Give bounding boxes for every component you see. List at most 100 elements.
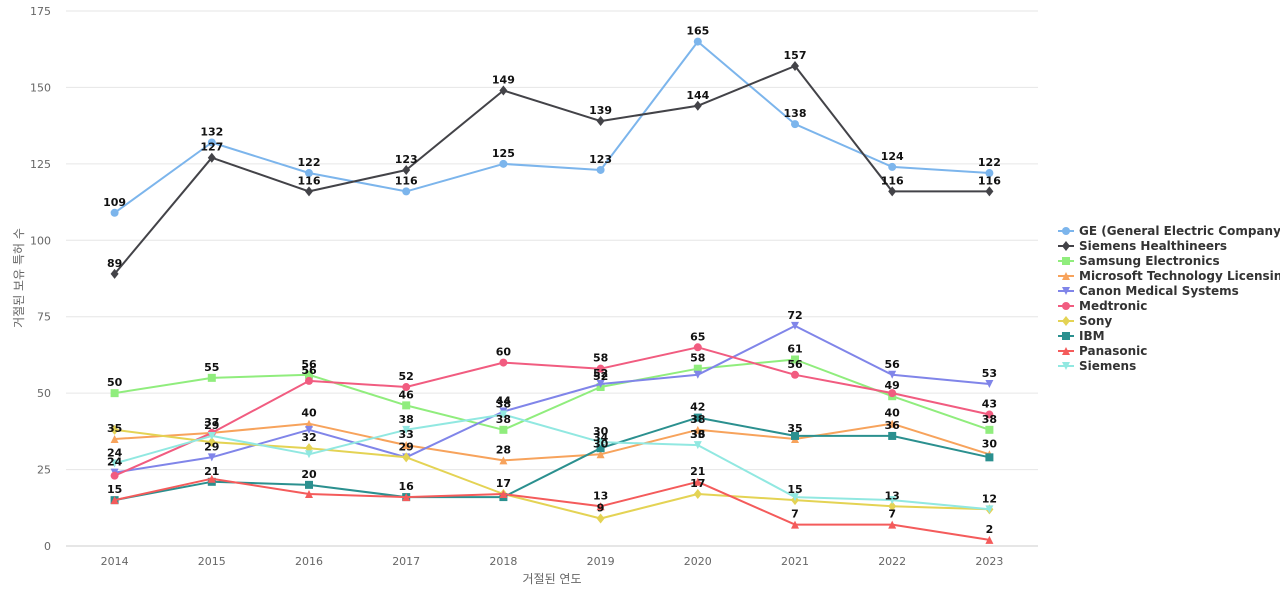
data-point: [888, 501, 897, 512]
data-label: 16: [399, 480, 415, 493]
data-point: [596, 502, 605, 511]
data-point: [110, 459, 119, 468]
data-point: [305, 425, 313, 434]
data-point: [693, 37, 702, 46]
legend-item: Canon Medical Systems: [1058, 284, 1239, 298]
legend-marker: [1062, 272, 1070, 280]
data-point: [499, 85, 508, 96]
legend-marker: [1062, 227, 1070, 235]
data-point: [693, 425, 702, 434]
data-point: [305, 480, 313, 489]
series-siemens: [110, 410, 994, 514]
series-panasonic: [110, 474, 994, 544]
x-tick-label: 2019: [587, 555, 615, 568]
data-label: 56: [301, 358, 317, 371]
data-label: 7: [791, 508, 799, 521]
data-point: [596, 513, 605, 524]
legend-label: Siemens: [1079, 359, 1136, 373]
data-point: [499, 425, 508, 434]
series-medtronic: [110, 343, 994, 480]
data-label: 38: [690, 413, 705, 426]
x-tick-label: 2020: [684, 555, 712, 568]
series-lines: [110, 37, 994, 544]
data-label: 43: [982, 398, 997, 411]
data-label: 38: [399, 413, 414, 426]
data-point: [402, 493, 411, 502]
data-point: [791, 120, 799, 129]
data-label: 29: [204, 440, 219, 453]
data-label: 53: [982, 367, 997, 380]
data-point: [110, 435, 119, 443]
data-point: [596, 438, 605, 447]
data-label: 37: [204, 416, 219, 429]
legend-marker: [1062, 302, 1070, 310]
legend-item: GE (General Electric Company): [1058, 224, 1280, 238]
data-label: 60: [496, 346, 512, 359]
data-point: [985, 453, 994, 462]
data-label: 127: [200, 141, 223, 154]
data-label: 58: [690, 352, 705, 365]
data-label: 50: [107, 376, 123, 389]
data-point: [985, 535, 994, 544]
legend-item: IBM: [1058, 329, 1105, 343]
data-point: [207, 431, 216, 440]
data-label: 24: [107, 446, 123, 459]
data-label: 29: [204, 419, 219, 432]
x-tick-label: 2023: [975, 555, 1003, 568]
data-label: 17: [496, 477, 511, 490]
data-point: [596, 379, 605, 388]
data-point: [693, 343, 702, 352]
data-label: 42: [690, 401, 705, 414]
data-label: 122: [298, 156, 321, 169]
data-label: 132: [200, 125, 223, 138]
data-point: [499, 490, 508, 499]
data-point: [207, 152, 216, 163]
data-point: [305, 490, 313, 499]
data-label: 65: [690, 330, 705, 343]
data-point: [985, 379, 994, 388]
legend-item: Panasonic: [1058, 344, 1147, 358]
y-tick-label: 175: [30, 5, 51, 18]
data-label: 157: [784, 49, 807, 62]
legend-label: GE (General Electric Company): [1079, 224, 1280, 238]
data-label: 15: [107, 483, 122, 496]
data-point: [499, 358, 508, 367]
y-tick-label: 50: [37, 387, 51, 400]
data-point: [305, 376, 313, 385]
data-point: [207, 138, 216, 147]
data-point: [110, 389, 119, 398]
data-label: 89: [107, 257, 122, 270]
legend-item: Siemens Healthineers: [1058, 239, 1227, 253]
data-point: [499, 159, 508, 168]
legend-marker: [1062, 287, 1070, 295]
data-point: [305, 169, 313, 178]
data-point: [888, 389, 897, 398]
data-label: 36: [690, 428, 706, 441]
data-point: [985, 505, 994, 514]
data-label: 124: [881, 150, 904, 163]
series-siemens-healthineers: [110, 61, 994, 279]
y-axis-ticks: 0 25 50 75 100 125 150 175: [30, 5, 51, 553]
legend-label: Canon Medical Systems: [1079, 284, 1239, 298]
data-label: 56: [885, 358, 901, 371]
data-point: [693, 370, 702, 379]
series-samsung-electronics: [110, 355, 994, 434]
data-point: [693, 100, 702, 111]
data-label: 116: [395, 174, 418, 187]
data-label: 33: [399, 428, 414, 441]
data-point: [207, 474, 216, 483]
data-point: [207, 373, 216, 382]
x-tick-label: 2021: [781, 555, 809, 568]
legend-marker: [1062, 257, 1070, 265]
data-point: [985, 186, 994, 197]
data-point: [791, 431, 799, 440]
y-tick-label: 100: [30, 234, 51, 247]
data-label: 123: [589, 153, 612, 166]
legend-marker: [1062, 362, 1070, 370]
x-axis-ticks: 2014 2015 2016 2017 2018 2019 2020 2021 2022 2023: [101, 555, 1004, 568]
data-label: 122: [978, 156, 1001, 169]
series-ge-general-electric-company: [110, 37, 994, 217]
data-label: 116: [298, 174, 321, 187]
data-label: 109: [103, 196, 126, 209]
data-point: [693, 441, 702, 450]
